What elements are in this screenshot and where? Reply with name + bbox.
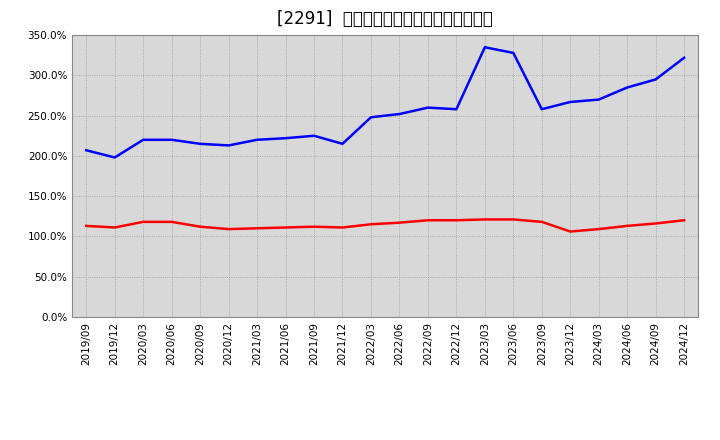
固定長期適合率 bbox=[480, 217, 489, 222]
固定比率 bbox=[196, 141, 204, 147]
固定比率 bbox=[338, 141, 347, 147]
固定長期適合率 bbox=[366, 222, 375, 227]
固定比率 bbox=[82, 147, 91, 153]
固定長期適合率 bbox=[509, 217, 518, 222]
固定長期適合率 bbox=[595, 227, 603, 232]
固定比率 bbox=[139, 137, 148, 143]
固定長期適合率 bbox=[338, 225, 347, 230]
固定比率 bbox=[452, 106, 461, 112]
固定長期適合率 bbox=[623, 223, 631, 228]
固定比率 bbox=[110, 155, 119, 160]
固定長期適合率 bbox=[196, 224, 204, 229]
固定長期適合率 bbox=[167, 219, 176, 224]
固定比率 bbox=[509, 50, 518, 55]
固定長期適合率 bbox=[253, 226, 261, 231]
固定比率 bbox=[366, 115, 375, 120]
固定長期適合率 bbox=[110, 225, 119, 230]
固定比率 bbox=[310, 133, 318, 139]
固定長期適合率 bbox=[652, 221, 660, 226]
固定比率 bbox=[395, 111, 404, 117]
固定長期適合率 bbox=[282, 225, 290, 230]
固定長期適合率 bbox=[139, 219, 148, 224]
固定長期適合率 bbox=[566, 229, 575, 234]
固定長期適合率 bbox=[452, 218, 461, 223]
固定比率 bbox=[282, 136, 290, 141]
固定比率 bbox=[623, 85, 631, 90]
固定長期適合率 bbox=[423, 218, 432, 223]
固定長期適合率 bbox=[680, 218, 688, 223]
固定比率 bbox=[167, 137, 176, 143]
固定長期適合率 bbox=[537, 219, 546, 224]
固定長期適合率 bbox=[310, 224, 318, 229]
Line: 固定比率: 固定比率 bbox=[86, 47, 684, 158]
固定長期適合率 bbox=[395, 220, 404, 225]
固定比率 bbox=[423, 105, 432, 110]
固定比率 bbox=[537, 106, 546, 112]
固定比率 bbox=[480, 44, 489, 50]
Line: 固定長期適合率: 固定長期適合率 bbox=[86, 220, 684, 231]
固定比率 bbox=[253, 137, 261, 143]
固定比率 bbox=[652, 77, 660, 82]
固定長期適合率 bbox=[225, 227, 233, 232]
固定比率 bbox=[225, 143, 233, 148]
Legend: 固定比率, 固定長期適合率: 固定比率, 固定長期適合率 bbox=[285, 434, 485, 440]
固定長期適合率 bbox=[82, 223, 91, 228]
固定比率 bbox=[566, 99, 575, 105]
Title: [2291]  固定比率、固定長期適合率の推移: [2291] 固定比率、固定長期適合率の推移 bbox=[277, 10, 493, 28]
固定比率 bbox=[595, 97, 603, 102]
固定比率 bbox=[680, 55, 688, 60]
